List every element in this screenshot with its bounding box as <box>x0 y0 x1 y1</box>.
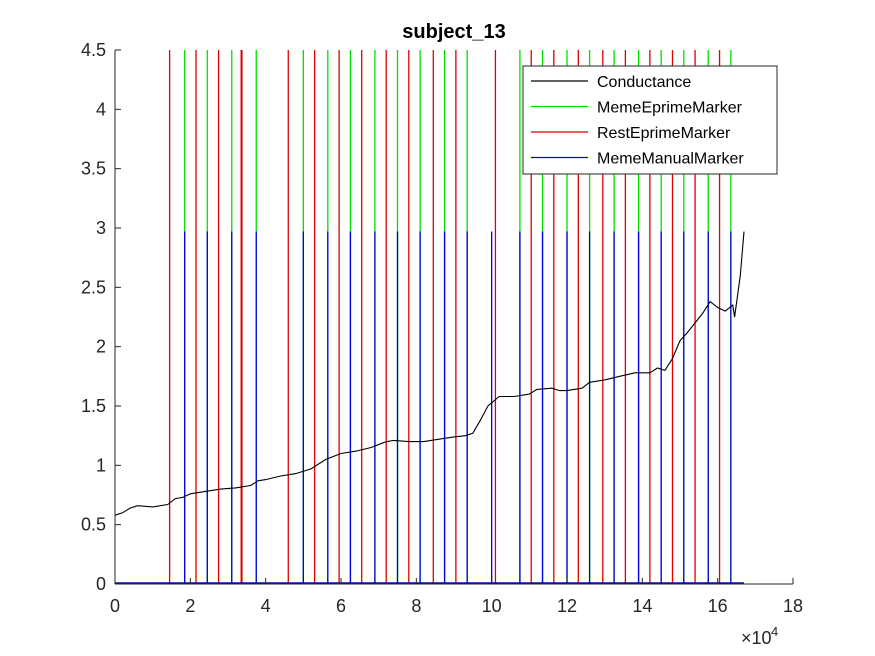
x-tick-label: 10 <box>482 596 502 616</box>
y-tick-label: 3.5 <box>81 159 106 179</box>
chart-title: subject_13 <box>402 21 505 43</box>
x-tick-label: 14 <box>632 596 652 616</box>
axes-layer: 0 2 4 6 8 10 12 14 16 18 0 0.5 1 1.5 2 2.5 3 3.5 4 4.5 <box>81 40 803 616</box>
x-tick-label: 2 <box>185 596 195 616</box>
x-tick-label: 0 <box>110 596 120 616</box>
legend-label: RestEprimeMarker <box>597 125 731 142</box>
y-tick-label: 0 <box>96 574 106 594</box>
x-axis-exponent-power: 4 <box>771 624 778 639</box>
x-axis-exponent-base: ×10 <box>741 628 772 648</box>
y-tick-label: 1.5 <box>81 396 106 416</box>
x-tick-label: 16 <box>708 596 728 616</box>
legend-label: MemeEprimeMarker <box>597 100 743 117</box>
y-tick-label: 2 <box>96 337 106 357</box>
legend-label: Conductance <box>597 74 691 91</box>
x-axis-exponent-label: ×10 4 <box>741 624 778 648</box>
x-tick-label: 18 <box>783 596 803 616</box>
x-tick-label: 12 <box>557 596 577 616</box>
legend-box <box>522 65 778 175</box>
y-tick-label: 0.5 <box>81 515 106 535</box>
x-tick-label: 8 <box>411 596 421 616</box>
y-tick-label: 2.5 <box>81 277 106 297</box>
conductance-line <box>114 231 745 516</box>
legend-label: MemeManualMarker <box>597 151 744 168</box>
y-tick-label: 4 <box>96 99 106 119</box>
line-layer <box>114 231 745 516</box>
y-tick-label: 3 <box>96 218 106 238</box>
legend: Conductance MemeEprimeMarker RestEprimeMar… <box>522 65 778 175</box>
x-tick-label: 6 <box>336 596 346 616</box>
y-tick-label: 1 <box>96 455 106 475</box>
y-tick-label: 4.5 <box>81 40 106 60</box>
legend-items: Conductance MemeEprimeMarker RestEprimeMar… <box>531 74 744 168</box>
x-tick-label: 4 <box>261 596 271 616</box>
